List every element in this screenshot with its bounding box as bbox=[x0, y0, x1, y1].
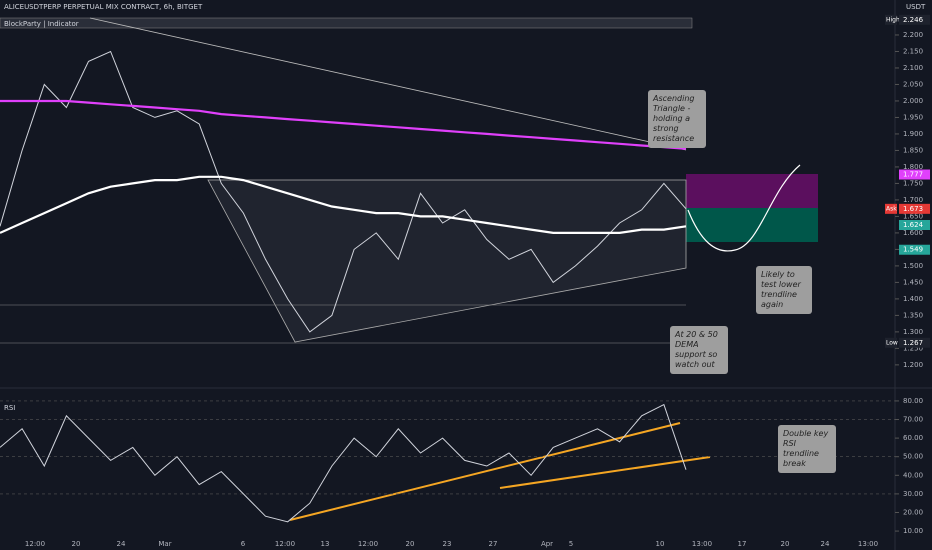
trendline bbox=[89, 17, 687, 151]
y-tick-label: 40.00 bbox=[903, 471, 923, 479]
rsi-trendline bbox=[499, 456, 711, 489]
symbol-title: ALICEUSDTPERP PERPETUAL MIX CONTRACT, 6h… bbox=[4, 3, 203, 11]
y-tick-label: 10.00 bbox=[903, 527, 923, 535]
y-tick-label: 1.200 bbox=[903, 361, 923, 369]
annotation: Double key RSI trendline break bbox=[778, 425, 836, 473]
x-tick-label: 13:00 bbox=[858, 540, 878, 548]
x-tick-label: 23 bbox=[443, 540, 452, 548]
price-tag bbox=[885, 14, 897, 25]
price-tag-label: Low bbox=[886, 339, 898, 346]
x-tick-label: 6 bbox=[241, 540, 246, 548]
level-box bbox=[899, 169, 930, 180]
series-line bbox=[0, 403, 687, 523]
series-line bbox=[0, 99, 687, 150]
x-tick-label: Mar bbox=[158, 540, 171, 548]
level-value: 1.777 bbox=[903, 171, 923, 179]
price-tag bbox=[885, 203, 897, 214]
price-tag bbox=[885, 337, 897, 348]
y-tick-label: 1.250 bbox=[903, 344, 923, 352]
price-box bbox=[899, 14, 930, 25]
y-tick-label: 1.700 bbox=[903, 196, 923, 204]
price-value: 1.267 bbox=[903, 339, 923, 347]
y-tick-label: 1.950 bbox=[903, 113, 923, 121]
x-tick-label: 13:00 bbox=[692, 540, 712, 548]
currency: USDT bbox=[906, 3, 926, 11]
series-line bbox=[0, 175, 687, 234]
y-tick-label: 70.00 bbox=[903, 416, 923, 424]
x-tick-label: 20 bbox=[72, 540, 81, 548]
annotation: Likely to test lower trendline again bbox=[756, 266, 812, 314]
indicator-name: BlockParty | Indicator bbox=[4, 20, 79, 28]
forecast-path bbox=[687, 164, 801, 252]
x-tick-label: 13 bbox=[321, 540, 330, 548]
y-tick-label: 1.750 bbox=[903, 179, 923, 187]
x-tick-label: 10 bbox=[656, 540, 665, 548]
support-zone bbox=[686, 208, 818, 242]
y-tick-label: 60.00 bbox=[903, 434, 923, 442]
series-line bbox=[0, 50, 687, 333]
y-tick-label: 2.200 bbox=[903, 31, 923, 39]
y-tick-label: 1.650 bbox=[903, 212, 923, 220]
x-tick-label: Apr bbox=[541, 540, 553, 548]
level-value: 1.624 bbox=[903, 221, 924, 229]
price-box bbox=[899, 203, 930, 214]
y-tick-label: 1.450 bbox=[903, 278, 923, 286]
y-tick-label: 1.600 bbox=[903, 229, 923, 237]
price-tag-label: High bbox=[886, 16, 900, 23]
triangle bbox=[207, 179, 687, 343]
annotation: At 20 & 50 DEMA support so watch out bbox=[670, 326, 728, 374]
y-tick-label: 1.300 bbox=[903, 328, 923, 336]
y-tick-label: 2.050 bbox=[903, 80, 923, 88]
x-tick-label: 17 bbox=[738, 540, 747, 548]
annotation: Ascending Triangle - holding a strong re… bbox=[648, 90, 706, 148]
x-tick-label: 20 bbox=[781, 540, 790, 548]
y-tick-label: 2.000 bbox=[903, 97, 923, 105]
y-tick-label: 2.100 bbox=[903, 64, 923, 72]
y-tick-label: 2.150 bbox=[903, 47, 923, 55]
resistance-zone bbox=[686, 174, 818, 208]
x-tick-label: 12:00 bbox=[275, 540, 295, 548]
x-tick-label: 24 bbox=[117, 540, 126, 548]
y-tick-label: 1.800 bbox=[903, 163, 923, 171]
level-box bbox=[899, 244, 930, 255]
x-tick-label: 5 bbox=[569, 540, 573, 548]
y-tick-label: 20.00 bbox=[903, 508, 923, 516]
rsi-title: RSI bbox=[4, 404, 16, 412]
level-box bbox=[899, 219, 930, 230]
price-value: 2.246 bbox=[903, 16, 924, 24]
y-tick-label: 1.400 bbox=[903, 295, 923, 303]
x-tick-label: 24 bbox=[821, 540, 830, 548]
price-box bbox=[899, 337, 930, 348]
indicator-bar bbox=[0, 17, 693, 29]
y-tick-label: 50.00 bbox=[903, 453, 923, 461]
price-value: 1.673 bbox=[903, 205, 923, 213]
y-tick-label: 80.00 bbox=[903, 397, 923, 405]
x-tick-label: 12:00 bbox=[25, 540, 45, 548]
y-tick-label: 1.350 bbox=[903, 311, 923, 319]
level-value: 1.549 bbox=[903, 246, 923, 254]
y-tick-label: 1.900 bbox=[903, 130, 923, 138]
y-tick-label: 1.850 bbox=[903, 146, 923, 154]
rsi-trendline bbox=[289, 422, 681, 521]
x-tick-label: 20 bbox=[406, 540, 415, 548]
y-tick-label: 30.00 bbox=[903, 490, 923, 498]
price-tag-label: Ask bbox=[886, 205, 897, 212]
y-tick-label: 1.500 bbox=[903, 262, 923, 270]
x-tick-label: 27 bbox=[489, 540, 498, 548]
x-tick-label: 12:00 bbox=[358, 540, 378, 548]
